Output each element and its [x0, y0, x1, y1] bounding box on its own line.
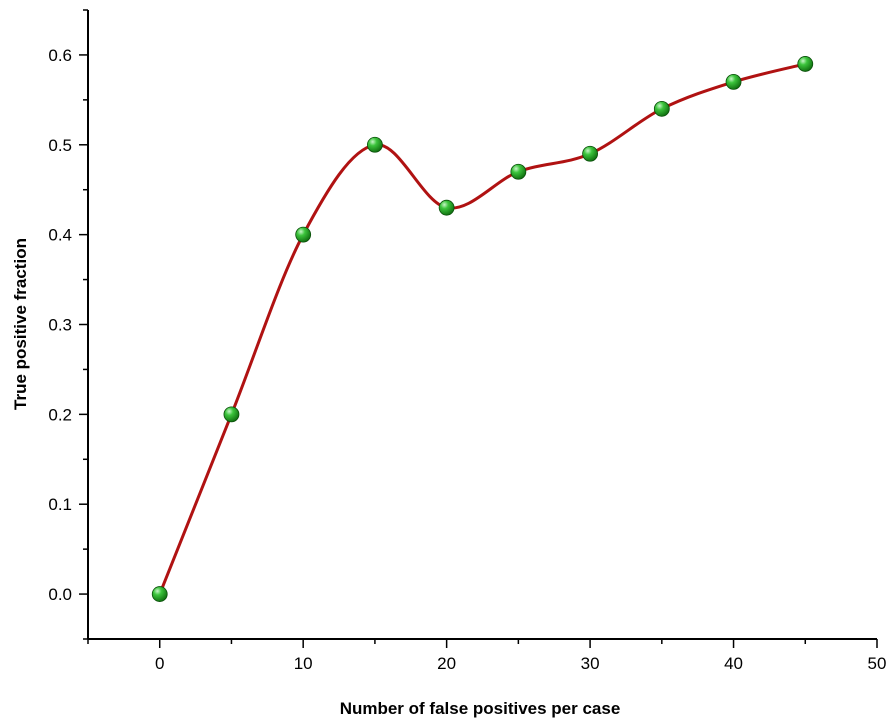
data-point — [151, 586, 168, 602]
x-tick-label: 40 — [724, 654, 743, 673]
data-point — [510, 163, 527, 180]
data-point — [438, 199, 455, 216]
data-point — [295, 226, 312, 243]
y-axis-ticks: 0.0 0.1 0.2 0.3 0.4 0.5 0.6 — [48, 9, 88, 640]
plot-area — [151, 56, 814, 602]
axes — [87, 10, 877, 640]
data-point — [582, 145, 598, 162]
y-tick-label: 0.6 — [48, 46, 72, 65]
x-tick-label: 0 — [155, 654, 164, 673]
x-tick-label: 50 — [868, 654, 886, 673]
series-line — [158, 62, 806, 595]
y-axis-title: True positive fraction — [11, 238, 30, 410]
data-point — [223, 406, 240, 423]
y-tick-label: 0.5 — [48, 136, 72, 155]
x-tick-label: 10 — [294, 654, 313, 673]
y-tick-label: 0.3 — [48, 316, 72, 335]
y-tick-label: 0.0 — [48, 585, 72, 604]
x-tick-label: 30 — [581, 654, 600, 673]
x-tick-label: 20 — [437, 654, 456, 673]
x-axis-ticks: 0 10 20 30 40 50 — [87, 639, 886, 673]
data-point — [653, 100, 670, 117]
data-point — [797, 56, 814, 72]
y-tick-label: 0.2 — [48, 405, 72, 424]
y-tick-label: 0.4 — [48, 226, 72, 245]
data-point — [367, 136, 383, 153]
data-point — [725, 73, 742, 90]
y-tick-label: 0.1 — [48, 495, 72, 514]
x-axis-title: Number of false positives per case — [340, 699, 621, 718]
